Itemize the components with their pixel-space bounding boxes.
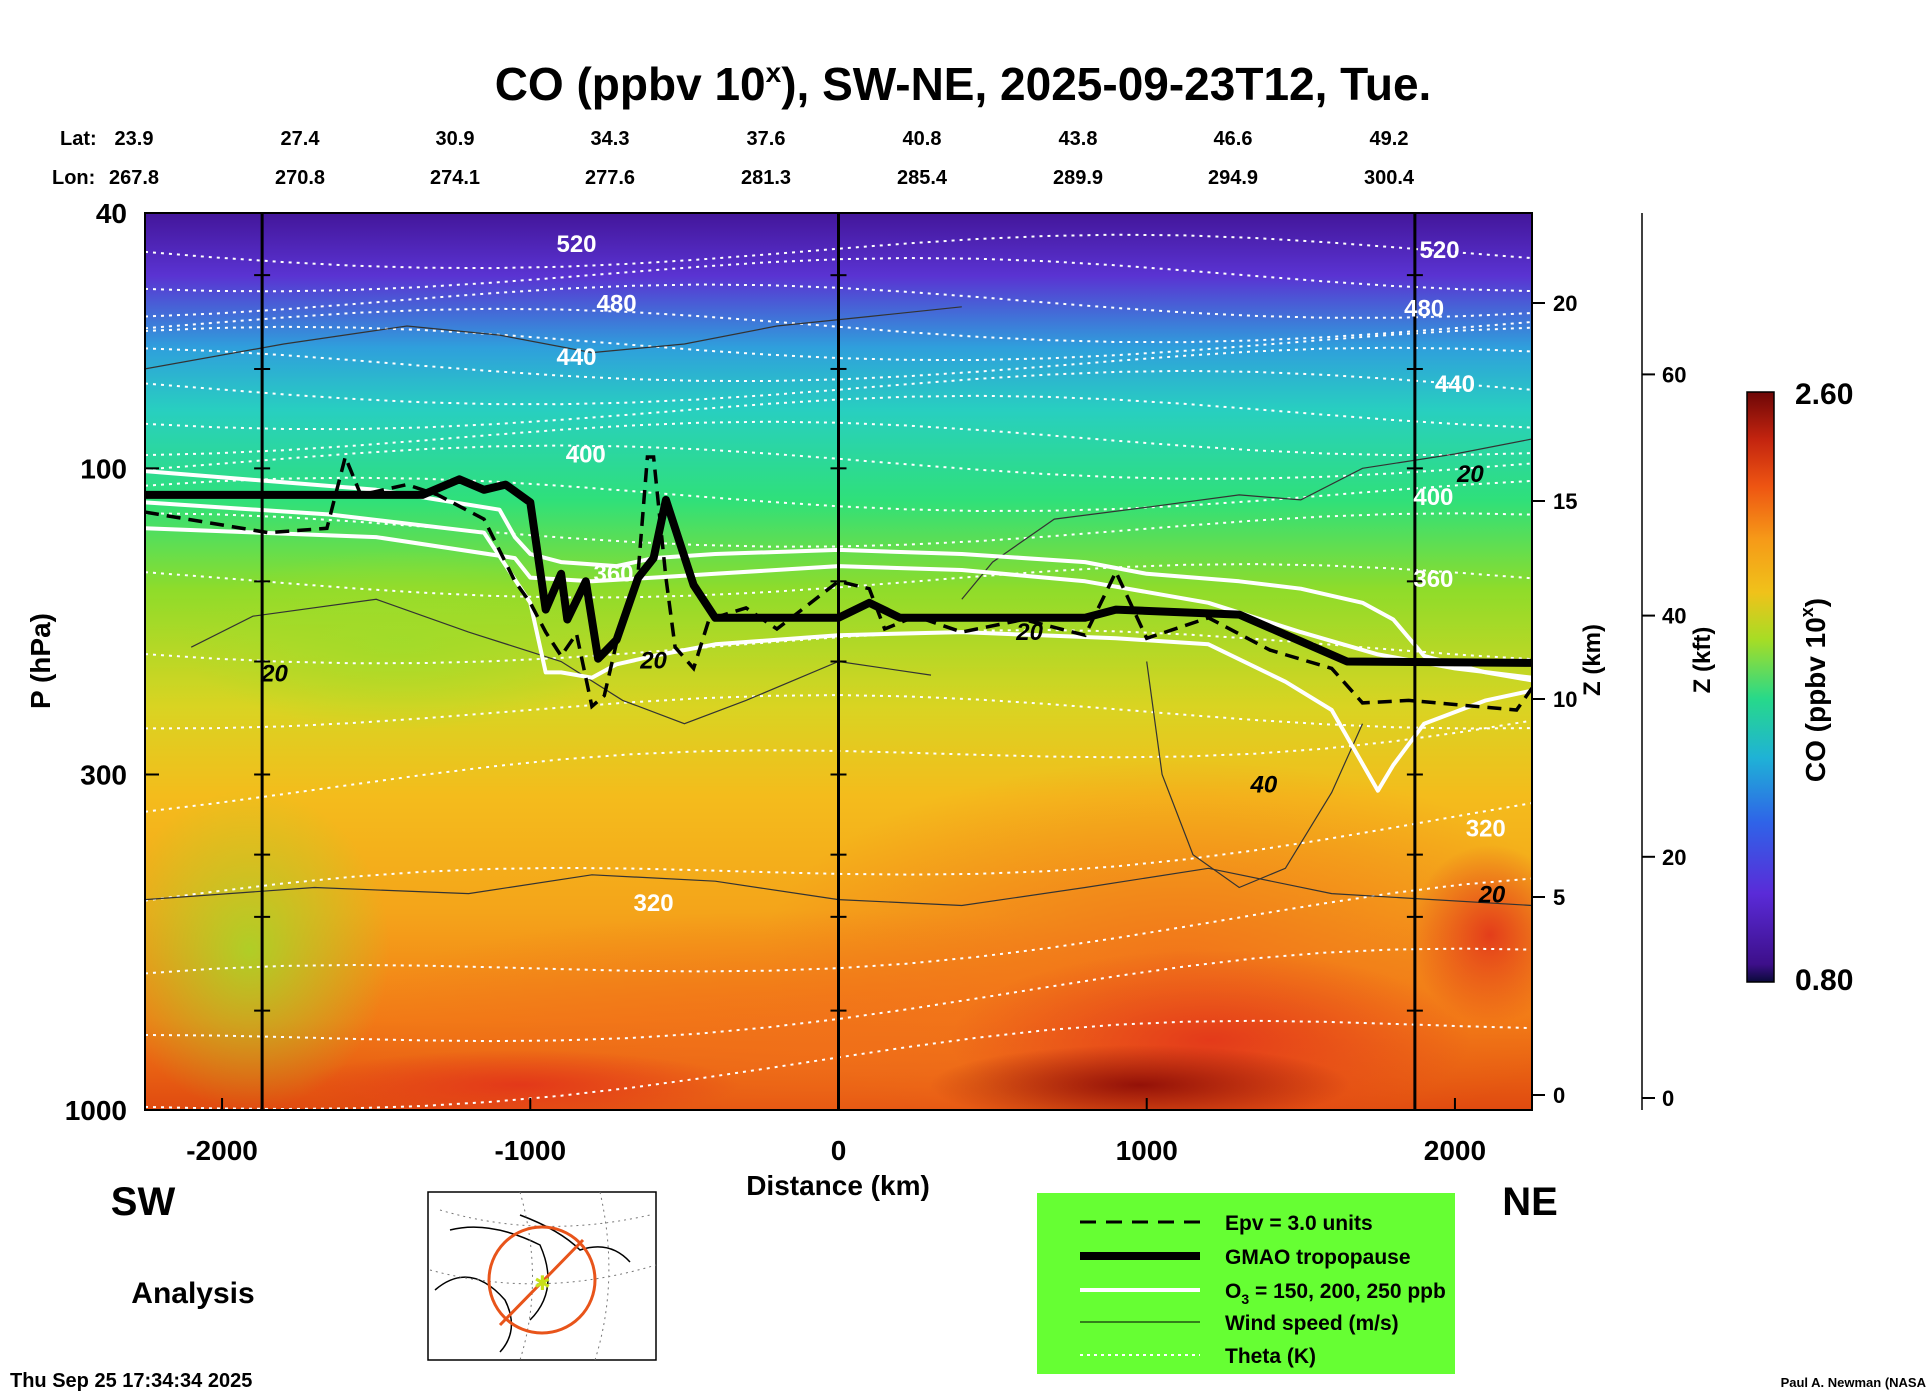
theta-label: 440 [1435, 371, 1475, 398]
wind-label: 20 [639, 647, 667, 674]
wind-label: 40 [1249, 771, 1277, 798]
zkft-tick-label: 0 [1662, 1086, 1674, 1111]
lon-value: 285.4 [897, 167, 948, 189]
theta-label: 480 [597, 291, 637, 318]
wind-label: 20 [260, 661, 288, 688]
lat-value: 46.6 [1214, 128, 1253, 150]
gmao-tropopause-line [145, 475, 1532, 667]
sw-label: SW [111, 1180, 176, 1224]
zkm-tick-label: 10 [1553, 687, 1577, 712]
legend: Epv = 3.0 units GMAO tropopause O3 = 150… [1037, 1193, 1455, 1374]
x-tick-label: -2000 [186, 1135, 258, 1166]
location-map: ✱ [427, 1191, 657, 1361]
lat-value: 49.2 [1370, 128, 1409, 150]
legend-label-theta: Theta (K) [1225, 1345, 1316, 1368]
theta-label: 520 [556, 231, 596, 258]
lat-value: 40.8 [903, 128, 942, 150]
plot-frame [144, 212, 1533, 1111]
zkm-tick-label: 20 [1553, 291, 1577, 316]
lon-value: 277.6 [585, 167, 635, 189]
lat-value: 43.8 [1059, 128, 1098, 150]
legend-label-o3: O3 = 150, 200, 250 ppb [1225, 1280, 1446, 1307]
lon-value: 300.4 [1364, 167, 1415, 189]
zkm-tick-label: 15 [1553, 489, 1577, 514]
x-tick-label: 2000 [1424, 1135, 1486, 1166]
theta-label: 400 [566, 442, 606, 469]
theta-label: 400 [1413, 484, 1453, 511]
map-center-marker: ✱ [534, 1271, 551, 1295]
theta-label: 320 [1466, 816, 1506, 843]
o3-contour [145, 469, 1532, 683]
y-axis-label: P (hPa) [25, 613, 56, 709]
wind-contour [961, 438, 1532, 600]
lon-label: Lon: [52, 167, 95, 189]
zkm-axis-label: Z (km) [1579, 624, 1606, 696]
p-tick-label: 100 [80, 453, 127, 484]
lon-value: 281.3 [741, 167, 791, 189]
wind-contour [1146, 661, 1364, 889]
x-tick-label: 1000 [1116, 1135, 1178, 1166]
lat-value: 37.6 [747, 128, 786, 150]
x-tick-label: -1000 [494, 1135, 566, 1166]
zkm-tick-label: 5 [1553, 885, 1565, 910]
wind-contour [190, 598, 932, 725]
timestamp: Thu Sep 25 17:34:34 2025 [10, 1370, 252, 1392]
theta-label: 520 [1420, 237, 1460, 264]
lon-value: 294.9 [1208, 167, 1258, 189]
p-tick-label: 40 [96, 198, 127, 229]
lon-value: 270.8 [275, 167, 325, 189]
x-tick-label: 0 [831, 1135, 847, 1166]
legend-label-tropopause: GMAO tropopause [1225, 1246, 1411, 1269]
lat-value: 34.3 [591, 128, 630, 150]
wind-label: 20 [1478, 882, 1506, 909]
analysis-label: Analysis [131, 1277, 254, 1310]
p-tick-label: 300 [80, 759, 127, 790]
theta-contour [145, 947, 1532, 1043]
colorbar-max-label: 2.60 [1795, 378, 1853, 411]
legend-label-wind: Wind speed (m/s) [1225, 1312, 1399, 1335]
lon-value: 274.1 [430, 167, 480, 189]
legend-label-epv: Epv = 3.0 units [1225, 1212, 1373, 1235]
theta-label: 440 [556, 344, 596, 371]
lat-value: 30.9 [436, 128, 475, 150]
colorbar [1746, 391, 1775, 983]
wind-label: 20 [1456, 461, 1484, 488]
ne-label: NE [1502, 1180, 1558, 1224]
theta-label: 360 [1413, 566, 1453, 593]
zkft-tick-label: 40 [1662, 604, 1686, 629]
colorbar-min-label: 0.80 [1795, 964, 1853, 997]
zkm-tick-label: 0 [1553, 1083, 1565, 1108]
lon-value: 267.8 [109, 167, 159, 189]
zkft-tick-label: 20 [1662, 845, 1686, 870]
theta-label: 360 [593, 560, 633, 587]
lon-value: 289.9 [1053, 167, 1103, 189]
chart-title: CO (ppbv 10x), SW-NE, 2025-09-23T12, Tue… [495, 57, 1432, 110]
zkft-tick-label: 60 [1662, 362, 1686, 387]
credit: Paul A. Newman (NASA [1781, 1375, 1926, 1390]
lat-label: Lat: [60, 128, 97, 150]
lat-value: 27.4 [281, 128, 321, 150]
theta-contour [145, 877, 1532, 975]
map-section-line [498, 1238, 585, 1327]
theta-contour [145, 802, 1532, 902]
co-field [145, 213, 1532, 1110]
p-tick-label: 1000 [65, 1095, 127, 1126]
theta-label: 480 [1404, 296, 1444, 323]
theta-label: 320 [634, 890, 674, 917]
wind-label: 20 [1015, 619, 1043, 646]
x-axis-label: Distance (km) [746, 1170, 930, 1201]
zkft-axis-label: Z (kft) [1689, 627, 1716, 694]
map-range-circle [487, 1225, 597, 1335]
epv-3-line [145, 451, 1532, 712]
lat-value: 23.9 [115, 128, 154, 150]
colorbar-label: CO (ppbv 10x) [1797, 598, 1831, 782]
